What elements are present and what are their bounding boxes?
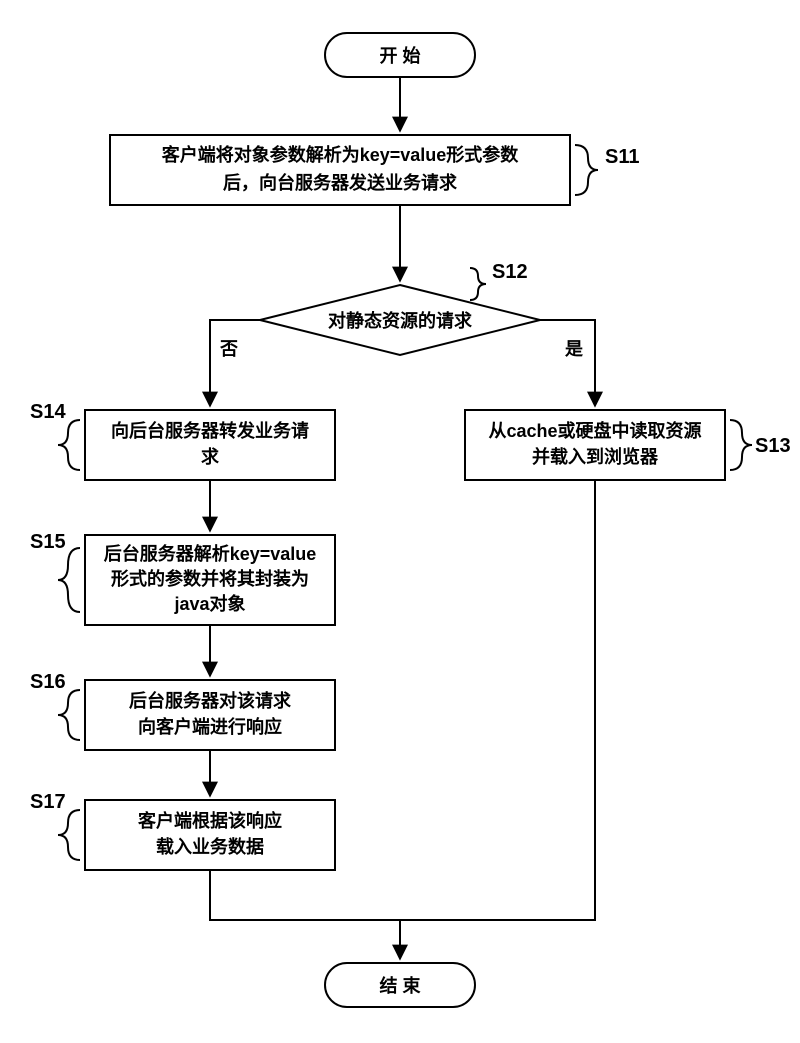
brace-s11 — [575, 145, 598, 195]
s15-line1: 后台服务器解析key=value — [104, 543, 317, 564]
node-s15: 后台服务器解析key=value 形式的参数并将其封装为 java对象 S15 — [30, 531, 335, 625]
brace-s17 — [58, 810, 80, 860]
s11-line2: 后，向台服务器发送业务请求 — [223, 172, 458, 193]
step-s16: S16 — [30, 671, 66, 693]
step-s17: S17 — [30, 791, 66, 813]
start-label: 开 始 — [379, 45, 420, 66]
end-label: 结 束 — [379, 975, 421, 996]
node-s17: 客户端根据该响应 载入业务数据 S17 — [30, 791, 335, 870]
brace-s15 — [58, 548, 80, 612]
edge-s13-merge — [400, 480, 595, 920]
s14-line2: 求 — [201, 446, 220, 467]
branch-no: 否 — [219, 339, 238, 359]
node-end: 结 束 — [325, 963, 475, 1007]
branch-yes: 是 — [564, 339, 583, 359]
brace-s16 — [58, 690, 80, 740]
step-s14: S14 — [30, 401, 66, 423]
node-s13: 从cache或硬盘中读取资源 并载入到浏览器 S13 — [465, 410, 791, 480]
brace-s13 — [730, 420, 752, 470]
s17-line1: 客户端根据该响应 — [138, 810, 282, 831]
edge-decision-s13 — [540, 320, 595, 405]
s16-line2: 向客户端进行响应 — [138, 716, 282, 737]
s14-line1: 向后台服务器转发业务请 — [111, 420, 309, 441]
step-s15: S15 — [30, 531, 66, 553]
s13-line2: 并载入到浏览器 — [532, 446, 659, 467]
s16-line1: 后台服务器对该请求 — [129, 690, 292, 711]
node-start: 开 始 — [325, 33, 475, 77]
s15-line2: 形式的参数并将其封装为 — [111, 568, 309, 589]
s15-line3: java对象 — [173, 593, 245, 614]
brace-s12 — [470, 268, 486, 300]
step-s13: S13 — [755, 435, 791, 457]
s11-line1: 客户端将对象参数解析为key=value形式参数 — [162, 144, 520, 165]
step-s12: S12 — [492, 261, 528, 283]
s17-line2: 载入业务数据 — [156, 836, 264, 857]
flowchart-canvas: 开 始 客户端将对象参数解析为key=value形式参数 后，向台服务器发送业务… — [0, 0, 800, 1043]
edge-decision-s14 — [210, 320, 260, 405]
edge-s17-merge — [210, 870, 400, 920]
decision-text: 对静态资源的请求 — [328, 310, 473, 331]
node-s14: 向后台服务器转发业务请 求 S14 — [30, 401, 335, 480]
node-s16: 后台服务器对该请求 向客户端进行响应 S16 — [30, 671, 335, 750]
s13-line1: 从cache或硬盘中读取资源 — [488, 420, 701, 441]
node-s11: 客户端将对象参数解析为key=value形式参数 后，向台服务器发送业务请求 S… — [110, 135, 639, 205]
step-s11: S11 — [605, 146, 639, 168]
brace-s14 — [58, 420, 80, 470]
